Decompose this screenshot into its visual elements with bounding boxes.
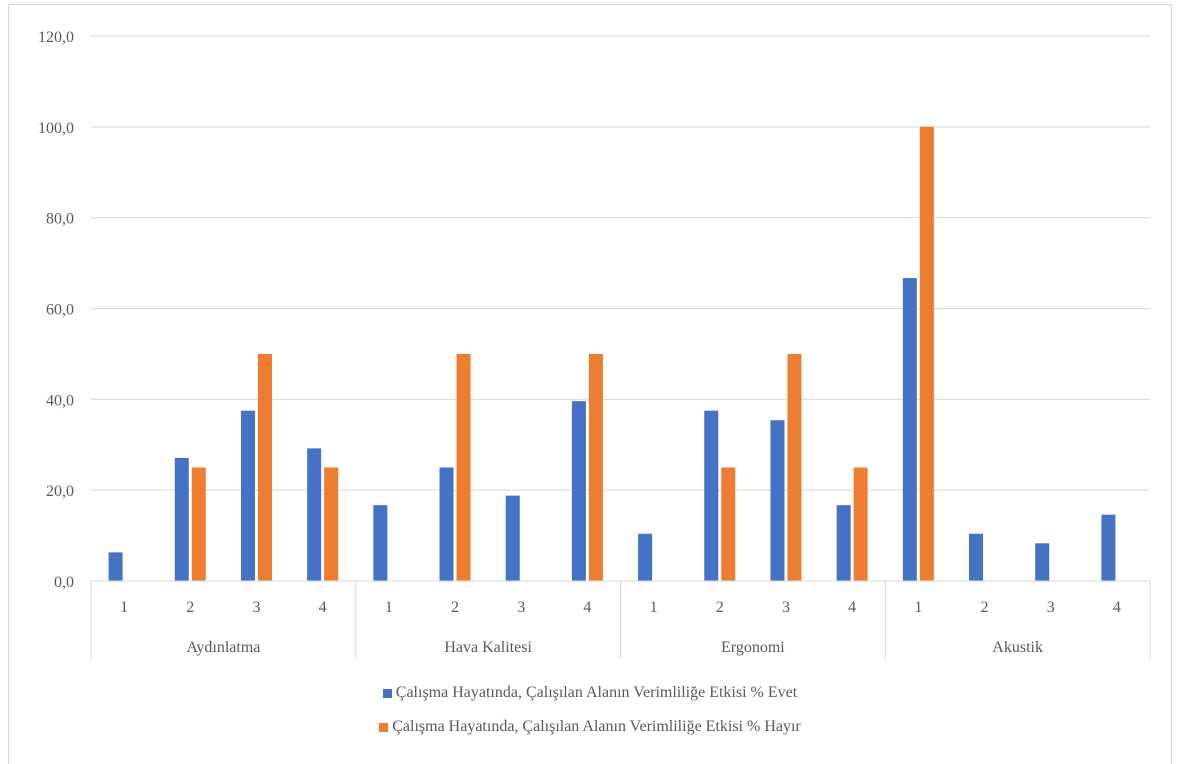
x-group-label: Aydınlatma [186, 639, 260, 656]
y-tick-label: 120,0 [38, 29, 74, 46]
y-tick-label: 100,0 [38, 120, 74, 137]
bar-evet [373, 505, 388, 581]
bar-evet [1101, 514, 1116, 581]
x-tick-label: 1 [120, 599, 128, 616]
legend-label-evet: Çalışma Hayatında, Çalışılan Alanın Veri… [395, 684, 798, 701]
bar-hayir [787, 353, 802, 581]
y-tick-label: 0,0 [54, 574, 74, 591]
x-tick-label: 2 [981, 599, 989, 616]
bar-evet [174, 457, 189, 581]
bar-hayir [919, 126, 934, 581]
x-tick-label: 2 [186, 599, 194, 616]
x-tick-label: 2 [451, 599, 459, 616]
chart-frame [8, 4, 1172, 764]
bar-hayir [324, 467, 339, 581]
bar-hayir [588, 353, 603, 581]
x-tick-label: 1 [650, 599, 658, 616]
legend-swatch-hayir [379, 722, 389, 732]
bar-evet [108, 552, 123, 581]
bar-evet [902, 278, 917, 581]
x-group-label: Akustik [992, 639, 1043, 656]
x-group-label: Ergonomi [721, 639, 785, 656]
y-tick-label: 20,0 [46, 483, 74, 500]
legend-swatch-evet [382, 688, 392, 698]
bar-evet [1035, 543, 1050, 581]
bar-evet [770, 420, 785, 581]
x-axis: 1 2 3 4 1 2 3 4 1 2 3 4 1 2 3 4 Aydınlatma Hava Kalitesi E… [90, 580, 1151, 659]
bar-hayir [853, 467, 868, 581]
x-tick-label: 3 [252, 599, 260, 616]
bar-evet [307, 448, 322, 581]
bar-hayir [257, 353, 272, 581]
bar-hayir [721, 467, 736, 581]
x-tick-label: 3 [1047, 599, 1055, 616]
bar-evet [240, 410, 255, 581]
y-tick-label: 60,0 [46, 302, 74, 319]
x-tick-label: 1 [385, 599, 393, 616]
x-tick-label: 1 [914, 599, 922, 616]
bar-evet [704, 410, 719, 581]
y-axis-tick-labels: 0,0 20,0 40,0 60,0 80,0 100,0 120,0 [38, 29, 74, 591]
bar-evet [638, 533, 653, 581]
y-tick-label: 40,0 [46, 392, 74, 409]
bar-hayir [191, 467, 206, 581]
x-group-label: Hava Kalitesi [444, 639, 532, 656]
x-tick-label: 4 [848, 599, 856, 616]
legend-item-evet: Çalışma Hayatında, Çalışılan Alanın Veri… [382, 676, 798, 710]
bar-evet [836, 505, 851, 581]
x-tick-label: 3 [517, 599, 525, 616]
legend-label-hayir: Çalışma Hayatında, Çalışılan Alanın Veri… [392, 718, 801, 735]
legend-item-hayir: Çalışma Hayatında, Çalışılan Alanın Veri… [379, 710, 801, 744]
bars [108, 126, 1116, 581]
bar-evet [969, 533, 984, 581]
y-tick-label: 80,0 [46, 211, 74, 228]
bar-evet [505, 495, 520, 581]
x-tick-label: 4 [583, 599, 591, 616]
bar-evet [439, 467, 454, 581]
bar-evet [571, 401, 586, 581]
legend: Çalışma Hayatında, Çalışılan Alanın Veri… [0, 676, 1180, 744]
x-tick-label: 4 [1113, 599, 1121, 616]
bar-hayir [456, 353, 471, 581]
x-tick-label: 2 [716, 599, 724, 616]
x-tick-label: 4 [319, 599, 327, 616]
x-tick-label: 3 [782, 599, 790, 616]
